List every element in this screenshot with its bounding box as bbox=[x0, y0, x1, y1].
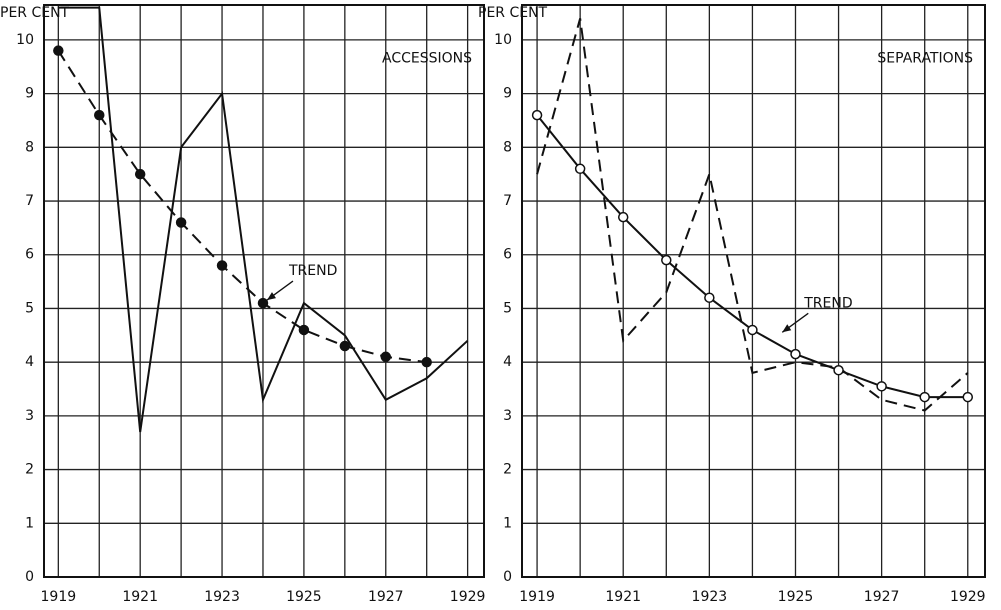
x-tick-label: 1921 bbox=[122, 589, 158, 605]
data-point bbox=[574, 163, 586, 175]
y-tick-label: 6 bbox=[503, 247, 512, 263]
panel-label: SEPARATIONS bbox=[877, 51, 973, 67]
data-point bbox=[962, 391, 974, 403]
y-tick-label: 2 bbox=[25, 462, 34, 478]
x-tick-label: 1919 bbox=[41, 589, 77, 605]
data-point bbox=[257, 297, 269, 309]
data-point bbox=[704, 292, 715, 303]
panel-label: ACCESSIONS bbox=[382, 51, 472, 67]
data-point bbox=[175, 217, 187, 228]
data-line bbox=[58, 6, 469, 433]
y-tick-label: 7 bbox=[25, 193, 34, 209]
y-axis-label: PER CENT bbox=[0, 5, 70, 21]
y-tick-label: 8 bbox=[503, 139, 512, 155]
data-point bbox=[833, 364, 844, 376]
x-tick-label: 1929 bbox=[450, 589, 486, 605]
y-tick-label: 4 bbox=[25, 354, 34, 370]
y-tick-label: 6 bbox=[25, 247, 34, 263]
y-tick-label: 7 bbox=[503, 193, 512, 209]
data-point bbox=[790, 348, 801, 360]
x-tick-label: 1929 bbox=[950, 589, 986, 605]
y-tick-label: 1 bbox=[25, 515, 34, 531]
y-axis-label: PER CENT bbox=[478, 5, 548, 21]
data-point bbox=[747, 324, 758, 336]
y-tick-label: 9 bbox=[503, 86, 512, 102]
y-tick-label: 0 bbox=[503, 569, 512, 585]
data-point bbox=[531, 109, 543, 121]
y-tick-label: 4 bbox=[503, 354, 512, 370]
x-tick-label: 1927 bbox=[368, 589, 404, 605]
y-tick-label: 3 bbox=[25, 408, 34, 424]
data-point bbox=[339, 340, 351, 352]
y-tick-label: 5 bbox=[25, 300, 34, 316]
y-tick-label: 1 bbox=[503, 515, 512, 531]
x-tick-label: 1923 bbox=[204, 589, 240, 605]
data-point bbox=[298, 324, 310, 336]
x-tick-label: 1923 bbox=[692, 589, 728, 605]
data-point bbox=[876, 381, 887, 392]
y-tick-label: 9 bbox=[25, 86, 34, 102]
annotation: TREND bbox=[803, 295, 852, 311]
data-line bbox=[57, 50, 427, 364]
plot-frame bbox=[43, 4, 485, 578]
annotation-arrowhead bbox=[266, 292, 276, 301]
data-line bbox=[536, 18, 969, 412]
data-point bbox=[134, 168, 146, 180]
data-point bbox=[919, 391, 930, 403]
annotation-arrowhead bbox=[782, 324, 792, 333]
y-tick-label: 10 bbox=[16, 32, 34, 48]
x-tick-label: 1925 bbox=[286, 589, 322, 605]
data-point bbox=[661, 254, 672, 266]
x-tick-label: 1921 bbox=[605, 589, 641, 605]
y-tick-label: 2 bbox=[503, 462, 512, 478]
data-point bbox=[94, 109, 105, 121]
x-tick-label: 1919 bbox=[519, 589, 555, 605]
x-tick-label: 1927 bbox=[864, 589, 900, 605]
data-point bbox=[617, 211, 629, 223]
data-point bbox=[216, 260, 228, 271]
x-tick-label: 1925 bbox=[778, 589, 814, 605]
annotation: TREND bbox=[288, 263, 337, 279]
y-tick-label: 5 bbox=[503, 300, 512, 316]
y-tick-label: 3 bbox=[503, 408, 512, 424]
y-tick-label: 0 bbox=[25, 569, 34, 585]
plot-frame bbox=[521, 4, 986, 578]
data-point bbox=[380, 351, 392, 363]
data-point bbox=[53, 45, 64, 56]
data-point bbox=[421, 356, 432, 368]
y-tick-label: 8 bbox=[25, 139, 34, 155]
y-tick-label: 10 bbox=[494, 32, 512, 48]
